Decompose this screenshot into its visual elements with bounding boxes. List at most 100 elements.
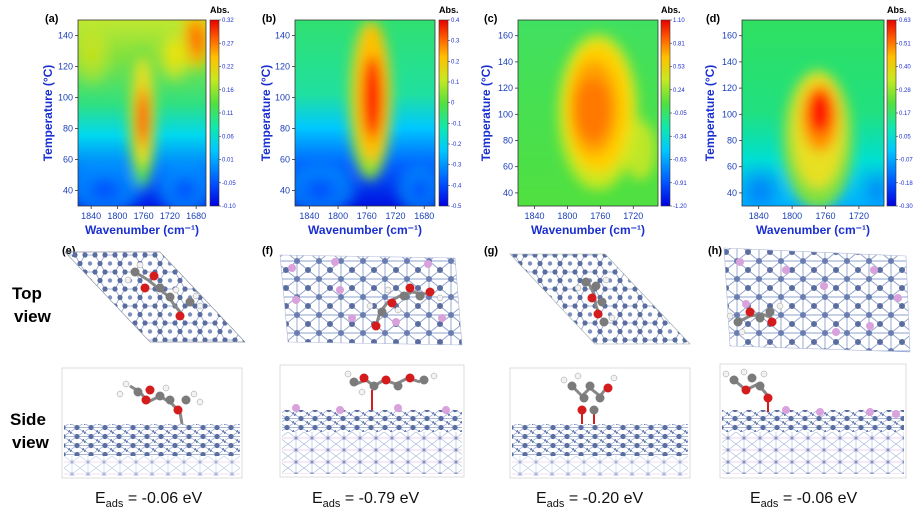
colorbar-tick-label: -0.2 bbox=[451, 142, 462, 148]
colorbar bbox=[209, 19, 220, 207]
structure-e-side bbox=[61, 367, 243, 479]
y-tick-label: 80 bbox=[280, 124, 290, 134]
x-tick-label: 1760 bbox=[590, 211, 610, 221]
colorbar-tick-label: -0.05 bbox=[673, 111, 687, 117]
y-tick-label: 100 bbox=[498, 109, 513, 119]
y-tick-label: 160 bbox=[498, 31, 513, 41]
colorbar-tick-label: 0.53 bbox=[673, 65, 685, 71]
dopant-atoms-h-side bbox=[782, 406, 900, 418]
colorbar bbox=[886, 19, 897, 207]
molecule-h-top bbox=[726, 302, 784, 336]
panel-label-f: (f) bbox=[262, 245, 273, 257]
colorbar-tick-label: -0.5 bbox=[451, 204, 462, 210]
y-tick-label: 120 bbox=[58, 62, 73, 72]
x-tick-label: 1840 bbox=[81, 211, 101, 221]
colorbar-tick-label: 0.11 bbox=[222, 111, 234, 117]
colorbar-tick-label: 0.2 bbox=[451, 59, 460, 65]
row-label-top-line1: Top bbox=[12, 284, 42, 303]
panel-label-b: (b) bbox=[262, 13, 276, 25]
colorbar-tick-label: 0.51 bbox=[899, 41, 911, 47]
x-tick-label: 1760 bbox=[357, 211, 377, 221]
row-label-side-line2: view bbox=[12, 433, 50, 452]
x-tick-label: 1760 bbox=[816, 211, 836, 221]
x-tick-label: 1800 bbox=[557, 211, 577, 221]
y-tick-label: 120 bbox=[275, 62, 290, 72]
y-tick-label: 40 bbox=[63, 186, 73, 196]
x-tick-label: 1800 bbox=[107, 211, 127, 221]
y-tick-label: 100 bbox=[722, 109, 737, 119]
colorbar-tick-label: -0.4 bbox=[451, 183, 462, 189]
y-tick-label: 40 bbox=[727, 188, 737, 198]
colorbar-tick-label: -0.63 bbox=[673, 158, 687, 164]
colorbar-tick-label: 0.01 bbox=[222, 158, 234, 164]
structure-f-side bbox=[279, 364, 465, 478]
x-tick-label: 1840 bbox=[299, 211, 319, 221]
y-tick-label: 100 bbox=[58, 93, 73, 103]
y-tick-label: 80 bbox=[727, 136, 737, 146]
dopant-atoms-h bbox=[736, 258, 902, 336]
structure-h-top: (h) bbox=[708, 245, 911, 353]
colorbar-tick-label: -0.91 bbox=[673, 181, 687, 187]
x-tick-label: 1840 bbox=[749, 211, 769, 221]
y-tick-label: 60 bbox=[503, 162, 513, 172]
colorbar-tick-label: -0.34 bbox=[673, 134, 687, 140]
colorbar-tick-label: -0.05 bbox=[222, 181, 236, 187]
structure-h-side bbox=[719, 363, 907, 479]
x-tick-label: 1760 bbox=[134, 211, 154, 221]
y-tick-label: 160 bbox=[722, 31, 737, 41]
x-tick-label: 1840 bbox=[524, 211, 544, 221]
colorbar-tick-label: 0.3 bbox=[451, 39, 460, 45]
y-tick-label: 60 bbox=[63, 155, 73, 165]
colorbar bbox=[660, 19, 671, 207]
x-tick-label: 1680 bbox=[414, 211, 434, 221]
structure-e-top: (e) bbox=[62, 245, 246, 343]
molecule-e-side bbox=[116, 380, 204, 425]
x-tick-label: 1720 bbox=[849, 211, 869, 221]
x-tick-label: 1720 bbox=[623, 211, 643, 221]
structure-g-side bbox=[509, 367, 691, 479]
colorbar-title: Abs. bbox=[661, 5, 681, 15]
y-tick-label: 40 bbox=[280, 186, 290, 196]
x-tick-label: 1800 bbox=[328, 211, 348, 221]
structure-g-top: (g) bbox=[484, 245, 691, 345]
colorbar-tick-label: -0.3 bbox=[451, 163, 462, 169]
colorbar-tick-label: 0.17 bbox=[899, 111, 911, 117]
colorbar-tick-label: -0.1 bbox=[451, 121, 462, 127]
colorbar-tick-label: 0.24 bbox=[673, 88, 685, 94]
colorbar-tick-label: 0.81 bbox=[673, 41, 685, 47]
y-tick-label: 80 bbox=[63, 124, 73, 134]
y-tick-label: 120 bbox=[498, 83, 513, 93]
colorbar-tick-label: -0.07 bbox=[899, 158, 913, 164]
heatmap-panel-a bbox=[77, 19, 207, 207]
y-tick-label: 140 bbox=[498, 57, 513, 67]
row-label-top: Top view bbox=[12, 284, 52, 326]
colorbar-title: Abs. bbox=[210, 5, 230, 15]
colorbar bbox=[438, 19, 449, 207]
y-tick-label: 100 bbox=[275, 93, 290, 103]
colorbar-tick-label: 0.27 bbox=[222, 41, 234, 47]
molecule-g-top bbox=[574, 276, 616, 327]
adsorption-energy-e: Eads = -0.06 eV bbox=[95, 490, 203, 511]
adsorption-energy-f: Eads = -0.79 eV bbox=[312, 490, 420, 511]
y-axis-label: Temperature (°C) bbox=[259, 65, 273, 162]
y-tick-label: 60 bbox=[727, 162, 737, 172]
colorbar-tick-label: 0.1 bbox=[451, 80, 460, 86]
colorbar-tick-label: -0.18 bbox=[899, 181, 913, 187]
x-tick-label: 1680 bbox=[186, 211, 206, 221]
structure-f-top: (f) bbox=[262, 245, 463, 346]
molecule-g-side bbox=[560, 372, 618, 424]
panel-label-g: (g) bbox=[484, 245, 498, 257]
panel-label-c: (c) bbox=[484, 13, 498, 25]
row-label-top-line2: view bbox=[14, 307, 52, 326]
heatmap-panel-c bbox=[517, 19, 659, 207]
dopant-atoms-f-side bbox=[292, 404, 450, 414]
heatmap-panel-b bbox=[294, 19, 436, 207]
x-tick-label: 1800 bbox=[782, 211, 802, 221]
y-tick-label: 140 bbox=[58, 31, 73, 41]
heatmap-panel-d bbox=[741, 19, 885, 207]
colorbar-tick-label: 0.32 bbox=[222, 18, 234, 24]
colorbar-tick-label: 0.28 bbox=[899, 88, 911, 94]
panel-label-h: (h) bbox=[708, 245, 722, 257]
colorbar-tick-label: 0.16 bbox=[222, 88, 234, 94]
